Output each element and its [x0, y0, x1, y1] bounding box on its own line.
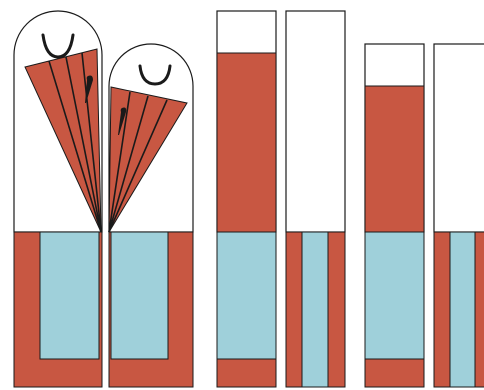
rect-panel-5 — [364, 43, 425, 388]
comma-mark-icon — [118, 107, 127, 135]
rect-panel-5-fill — [364, 85, 425, 233]
base-left-inner — [39, 231, 100, 360]
fan-rib — [108, 99, 168, 233]
fan-rib — [108, 95, 149, 233]
arched-panel-right — [108, 43, 194, 388]
rect-panel-6-body — [433, 43, 484, 233]
base-right-inner — [110, 231, 169, 360]
rect-panel-3-foot — [216, 358, 277, 388]
fan-left — [24, 48, 102, 233]
fan-rib — [48, 60, 102, 233]
smile-face-icon — [41, 33, 75, 59]
fan-right — [108, 86, 188, 234]
arched-panel-left — [13, 10, 103, 388]
rect-panel-3-fill — [216, 52, 277, 233]
rect-panel-6-stripe — [449, 231, 476, 388]
rect-panel-4-stripe — [301, 231, 329, 388]
rect-panel-4-body — [285, 10, 346, 233]
smile-face-icon — [138, 64, 172, 86]
rect-panel-5-foot — [364, 358, 425, 388]
fan-rib — [108, 91, 131, 233]
rect-panel-3 — [216, 10, 277, 388]
rect-panel-4 — [285, 10, 346, 388]
fan-rib — [81, 52, 102, 233]
comma-mark-icon — [85, 75, 93, 103]
fan-rib — [65, 56, 102, 233]
rect-panel-6 — [433, 43, 484, 388]
